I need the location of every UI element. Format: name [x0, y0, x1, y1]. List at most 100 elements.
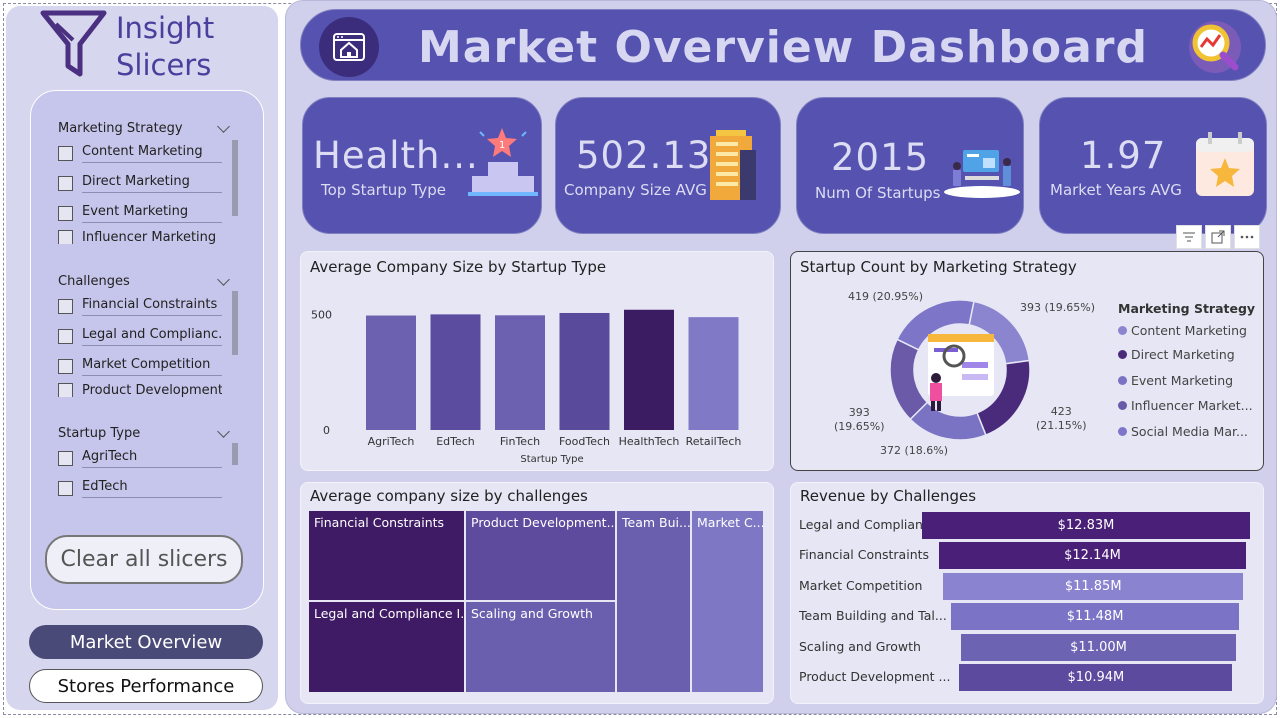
bar-category-label: Scaling and Growth	[799, 638, 921, 654]
slicer-option[interactable]: Legal and Complianc...	[58, 321, 238, 351]
option-label: EdTech	[82, 479, 222, 498]
slicer-option[interactable]: Market Competition	[58, 351, 238, 381]
tile-label: Team Bui...	[622, 515, 691, 530]
revenue-bar[interactable]: $11.48M	[950, 603, 1240, 631]
bar[interactable]	[559, 312, 610, 430]
focus-mode-icon[interactable]	[1205, 225, 1231, 249]
calendar-star-icon	[1196, 132, 1254, 196]
slicer-option[interactable]: Event Marketing	[58, 198, 238, 228]
kpi-label: Top Startup Type	[321, 181, 446, 199]
legend-label: Influencer Market...	[1131, 398, 1253, 413]
checkbox[interactable]	[58, 205, 73, 221]
chart-title: Revenue by Challenges	[800, 487, 977, 505]
chart-title: Average company size by challenges	[310, 487, 588, 505]
scrollbar[interactable]	[232, 291, 238, 355]
legend-item[interactable]: Social Media Mar...	[1118, 424, 1248, 439]
brand-line1: Insight	[116, 11, 215, 45]
slicer-option[interactable]: Influencer Marketing	[58, 228, 238, 244]
chevron-down-icon[interactable]	[217, 119, 230, 133]
slicer-option[interactable]: EdTech	[58, 473, 238, 503]
revenue-bar[interactable]: $10.94M	[959, 664, 1233, 691]
chevron-down-icon[interactable]	[217, 272, 230, 286]
revenue-bar[interactable]: $12.83M	[922, 512, 1250, 539]
legend-dot	[1118, 427, 1127, 436]
legend-item[interactable]: Influencer Market...	[1118, 398, 1253, 413]
more-options-icon[interactable]	[1234, 225, 1260, 249]
bar[interactable]	[624, 309, 674, 430]
analyst-illustration-icon	[928, 334, 994, 411]
checkbox[interactable]	[58, 230, 73, 244]
chevron-down-icon[interactable]	[217, 424, 230, 438]
home-icon	[333, 33, 365, 61]
checkbox[interactable]	[58, 480, 73, 496]
checkbox[interactable]	[58, 298, 73, 314]
podium-icon: 1	[468, 128, 538, 196]
slicer-title: Marketing Strategy	[58, 120, 183, 136]
bar-category-label: Product Development ...	[799, 669, 951, 684]
option-label: Influencer Marketing	[82, 230, 222, 244]
slicer-option[interactable]: Product Development...	[58, 381, 238, 397]
scrollbar[interactable]	[232, 140, 238, 216]
donut-data-label: 423 (21.15%)	[1036, 405, 1087, 432]
checkbox[interactable]	[58, 383, 73, 397]
treemap-tile[interactable]: Financial Constraints	[308, 510, 465, 601]
kpi-label: Num Of Startups	[815, 184, 941, 202]
chart-title: Average Company Size by Startup Type	[310, 258, 607, 276]
donut-slice[interactable]	[889, 338, 929, 421]
slicer-startup-type: Startup Type AgriTech EdTech	[58, 423, 238, 503]
x-tick-label: HealthTech	[619, 435, 680, 448]
legend-item[interactable]: Event Marketing	[1118, 373, 1233, 388]
kpi-num-startups: 2015 Num Of Startups	[796, 97, 1024, 234]
treemap-tile[interactable]: Team Bui...	[616, 510, 691, 693]
treemap-tile[interactable]: Legal and Compliance I...	[308, 601, 465, 693]
y-tick-label: 0	[323, 424, 330, 437]
treemap-tile[interactable]: Product Development...	[465, 510, 616, 601]
slicer-option[interactable]: Direct Marketing	[58, 168, 238, 198]
nav-market-overview[interactable]: Market Overview	[29, 625, 263, 659]
revenue-bar[interactable]: $12.14M	[938, 542, 1247, 570]
legend-item[interactable]: Content Marketing	[1118, 323, 1247, 338]
x-tick-label: FoodTech	[559, 435, 610, 448]
bar-category-label: Legal and Compliance ...	[799, 517, 954, 532]
treemap-tile[interactable]: Market C...	[691, 510, 764, 693]
clear-slicers-button[interactable]: Clear all slicers	[45, 535, 243, 584]
scrollbar[interactable]	[232, 443, 238, 465]
x-tick-label: EdTech	[436, 435, 475, 448]
bar-chart: 500 0 AgriTech EdTech FinTech FoodTech HealthT…	[311, 308, 742, 465]
bar[interactable]	[366, 315, 416, 430]
treemap-tile[interactable]: Scaling and Growth	[465, 601, 616, 693]
x-tick-label: RetailTech	[686, 435, 742, 448]
legend-dot	[1118, 401, 1127, 410]
bar-category-label: Market Competition	[799, 577, 923, 593]
x-axis-label: Startup Type	[520, 454, 583, 465]
slicer-option[interactable]: Financial Constraints	[58, 291, 238, 321]
legend-item[interactable]: Direct Marketing	[1118, 347, 1235, 362]
checkbox[interactable]	[58, 328, 73, 344]
kpi-value: Health...	[313, 134, 479, 177]
checkbox[interactable]	[58, 358, 73, 374]
checkbox[interactable]	[58, 450, 73, 466]
slicer-option[interactable]: AgriTech	[58, 443, 238, 473]
kpi-company-size-avg: 502.13 Company Size AVG	[555, 97, 781, 234]
home-button[interactable]	[319, 17, 379, 77]
building-icon	[710, 130, 756, 200]
tile-label: Legal and Compliance I...	[314, 606, 465, 621]
checkbox[interactable]	[58, 175, 73, 191]
option-label: AgriTech	[82, 449, 222, 468]
kpi-label: Company Size AVG	[564, 181, 707, 199]
tile-label: Product Development...	[471, 515, 616, 530]
bar[interactable]	[430, 314, 481, 430]
brand-line2: Slicers	[116, 48, 212, 82]
slicer-marketing-strategy: Marketing Strategy Content Marketing Dir…	[58, 118, 238, 244]
legend-title: Marketing Strategy	[1118, 301, 1256, 316]
filter-icon[interactable]	[1176, 225, 1202, 249]
bar[interactable]	[495, 315, 545, 430]
nav-stores-performance[interactable]: Stores Performance	[29, 669, 263, 703]
tile-label: Financial Constraints	[314, 515, 445, 530]
bar[interactable]	[688, 317, 739, 430]
revenue-bar[interactable]: $11.85M	[943, 572, 1243, 600]
checkbox[interactable]	[58, 145, 73, 161]
y-tick-label: 500	[311, 308, 332, 321]
revenue-bar[interactable]: $11.00M	[961, 633, 1236, 661]
slicer-option[interactable]: Content Marketing	[58, 138, 238, 168]
